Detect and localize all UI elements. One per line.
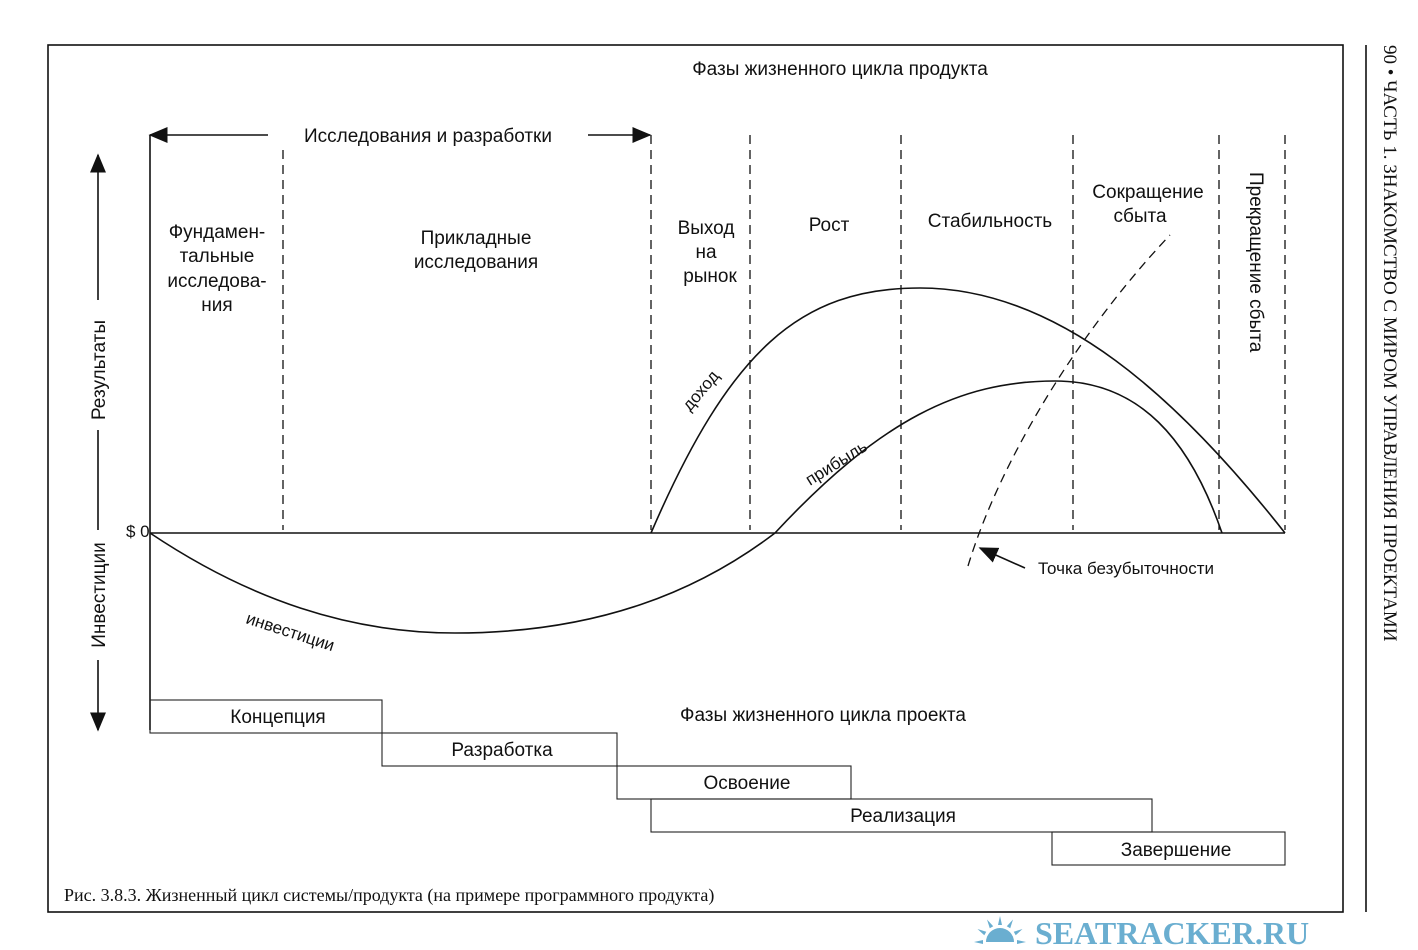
phase-applied: Прикладные исследования — [414, 228, 538, 273]
svg-text:Прикладные: Прикладные — [421, 228, 532, 249]
figure-caption: Рис. 3.8.3. Жизненный цикл системы/проду… — [64, 885, 714, 906]
phase-fundamental: Фундамен- тальные исследова- ния — [167, 222, 266, 316]
svg-text:Выход: Выход — [678, 218, 735, 239]
break-even-arrow — [978, 547, 1026, 569]
svg-text:Сокращение: Сокращение — [1092, 182, 1203, 203]
svg-text:Фундамен-: Фундамен- — [169, 222, 266, 243]
break-even-label: Точка безубыточности — [1038, 559, 1214, 578]
project-phase-implementation: Реализация — [650, 798, 1153, 833]
investment-curve — [149, 532, 776, 634]
phase-stability: Стабильность — [928, 211, 1053, 232]
phase-launch: Выход на рынок — [678, 218, 738, 287]
product-lifecycle-title: Фазы жизненного цикла продукта — [692, 59, 988, 80]
investments-label: Инвестиции — [89, 542, 110, 648]
svg-text:Разработка: Разработка — [451, 740, 553, 761]
break-even-curve — [967, 234, 1171, 567]
project-phase-completion: Завершение — [1051, 831, 1286, 866]
project-phase-adoption: Освоение — [616, 765, 852, 800]
svg-text:на: на — [695, 242, 716, 263]
svg-text:сбыта: сбыта — [1113, 206, 1167, 227]
profit-label: прибыль — [802, 437, 871, 490]
watermark-logo: SEATRACKER.RU — [974, 915, 1309, 950]
page-header: 90 • ЧАСТЬ 1. ЗНАКОМСТВО С МИРОМ УПРАВЛЕ… — [1379, 45, 1400, 642]
svg-text:ния: ния — [201, 295, 232, 316]
svg-text:Освоение: Освоение — [704, 773, 791, 794]
phase-decline: Сокращение сбыта — [1092, 182, 1203, 227]
svg-text:исследования: исследования — [414, 252, 538, 273]
phase-termination: Прекращение сбыта — [1245, 172, 1266, 353]
rnd-label: Исследования и разработки — [304, 126, 552, 147]
watermark-text: SEATRACKER.RU — [1035, 915, 1309, 950]
investment-label: инвестиции — [244, 609, 337, 655]
profit-curve — [774, 380, 1223, 534]
svg-text:рынок: рынок — [683, 266, 737, 287]
zero-label: $ 0 — [126, 522, 150, 541]
project-lifecycle-title: Фазы жизненного цикла проекта — [680, 705, 966, 726]
svg-text:исследова-: исследова- — [167, 271, 266, 292]
sun-icon — [974, 916, 1026, 944]
svg-text:Завершение: Завершение — [1121, 840, 1232, 861]
project-phase-concept: Концепция — [149, 699, 383, 734]
results-label: Результаты — [89, 320, 110, 420]
project-phase-development: Разработка — [381, 732, 618, 767]
phase-growth: Рост — [809, 215, 850, 236]
svg-text:Реализация: Реализация — [850, 806, 956, 827]
revenue-curve — [650, 287, 1286, 534]
svg-text:Концепция: Концепция — [230, 707, 325, 728]
figure-frame — [47, 44, 1344, 913]
svg-text:тальные: тальные — [180, 246, 255, 267]
